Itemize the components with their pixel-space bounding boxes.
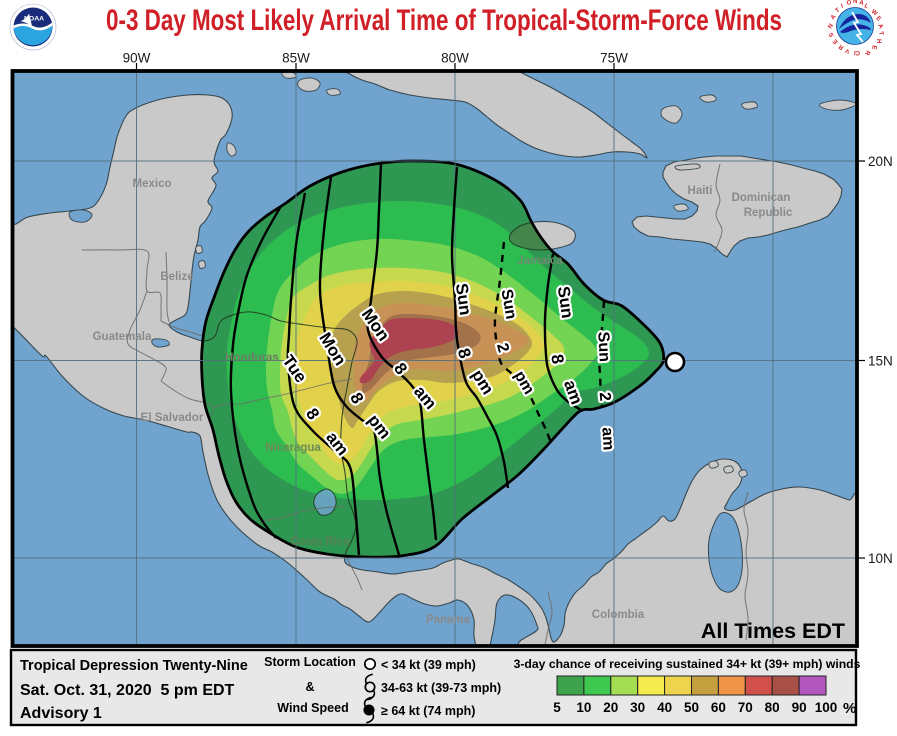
svg-text:T: T (877, 31, 885, 37)
svg-text:80: 80 (765, 700, 780, 715)
svg-text:All Times EDT: All Times EDT (701, 619, 845, 643)
svg-text:75W: 75W (600, 51, 628, 66)
svg-text:10N: 10N (868, 551, 893, 566)
svg-text:5: 5 (553, 700, 561, 715)
svg-text:Honduras: Honduras (225, 352, 279, 364)
svg-text:30: 30 (630, 700, 645, 715)
svg-text:H: H (875, 39, 882, 44)
svg-text:O: O (846, 0, 852, 7)
svg-text:Panama: Panama (426, 614, 471, 626)
svg-text:C: C (855, 49, 860, 56)
svg-text:N: N (853, 0, 858, 5)
svg-text:S: S (828, 31, 836, 38)
svg-text:Costa Rica: Costa Rica (290, 536, 350, 548)
svg-text:< 34 kt (39 mph): < 34 kt (39 mph) (381, 658, 476, 672)
svg-text:A: A (859, 0, 865, 7)
svg-text:E: E (874, 15, 882, 23)
svg-text:R: R (837, 42, 845, 51)
svg-text:NOAA: NOAA (24, 16, 44, 23)
svg-text:90: 90 (792, 700, 807, 715)
svg-text:Storm Location: Storm Location (264, 655, 356, 669)
svg-text:70: 70 (738, 700, 753, 715)
svg-text:L: L (863, 2, 870, 10)
svg-text:A: A (876, 23, 884, 31)
svg-text:0-3 Day Most Likely Arrival Ti: 0-3 Day Most Likely Arrival Time of Trop… (106, 3, 782, 37)
svg-text:Nicaragua: Nicaragua (265, 442, 321, 454)
svg-text:A: A (829, 13, 838, 21)
svg-text:E: E (870, 45, 878, 51)
svg-text:10: 10 (576, 700, 591, 715)
svg-text:Colombia: Colombia (592, 609, 645, 621)
svg-text:2: 2 (596, 391, 614, 401)
svg-text:85W: 85W (282, 51, 310, 66)
svg-text:40: 40 (657, 700, 672, 715)
svg-text:15N: 15N (868, 354, 893, 369)
svg-text:Sat. Oct. 31, 2020 5 pm EDT: Sat. Oct. 31, 2020 5 pm EDT (20, 682, 235, 699)
svg-text:Wind Speed: Wind Speed (277, 701, 348, 715)
svg-text:50: 50 (684, 700, 699, 715)
svg-text:&: & (305, 680, 314, 694)
svg-text:El Salvador: El Salvador (141, 412, 204, 424)
svg-text:60: 60 (711, 700, 726, 715)
svg-text:100: 100 (815, 700, 838, 715)
svg-text:E: E (832, 38, 840, 46)
svg-text:Haiti: Haiti (688, 185, 713, 197)
svg-text:Dominican: Dominican (732, 192, 791, 204)
svg-text:3-day chance of receiving sust: 3-day chance of receiving sustained 34+ … (514, 657, 861, 671)
svg-text:80W: 80W (441, 51, 469, 66)
svg-text:I: I (840, 3, 844, 10)
svg-text:Republic: Republic (744, 207, 793, 219)
svg-text:R: R (863, 49, 872, 57)
svg-text:V: V (844, 46, 851, 54)
svg-text:Belize: Belize (160, 271, 193, 283)
svg-text:90W: 90W (123, 51, 151, 66)
svg-text:20: 20 (603, 700, 618, 715)
svg-text:T: T (834, 7, 841, 15)
svg-text:34-63 kt (39-73 mph): 34-63 kt (39-73 mph) (381, 681, 501, 695)
svg-text:Mexico: Mexico (133, 178, 172, 190)
svg-text:Jamaica: Jamaica (517, 255, 563, 267)
svg-text:am: am (598, 427, 616, 451)
svg-text:≥ 64 kt (74 mph): ≥ 64 kt (74 mph) (381, 704, 475, 718)
svg-text:%: % (843, 700, 856, 717)
svg-text:20N: 20N (868, 154, 893, 169)
svg-text:Sun: Sun (594, 331, 613, 362)
svg-text:Tropical Depression Twenty-Nin: Tropical Depression Twenty-Nine (20, 658, 248, 674)
svg-text:Guatemala: Guatemala (93, 331, 152, 343)
svg-text:N: N (827, 22, 836, 30)
svg-text:W: W (870, 8, 879, 17)
svg-text:I: I (853, 49, 856, 56)
svg-text:Advisory 1: Advisory 1 (20, 705, 102, 722)
